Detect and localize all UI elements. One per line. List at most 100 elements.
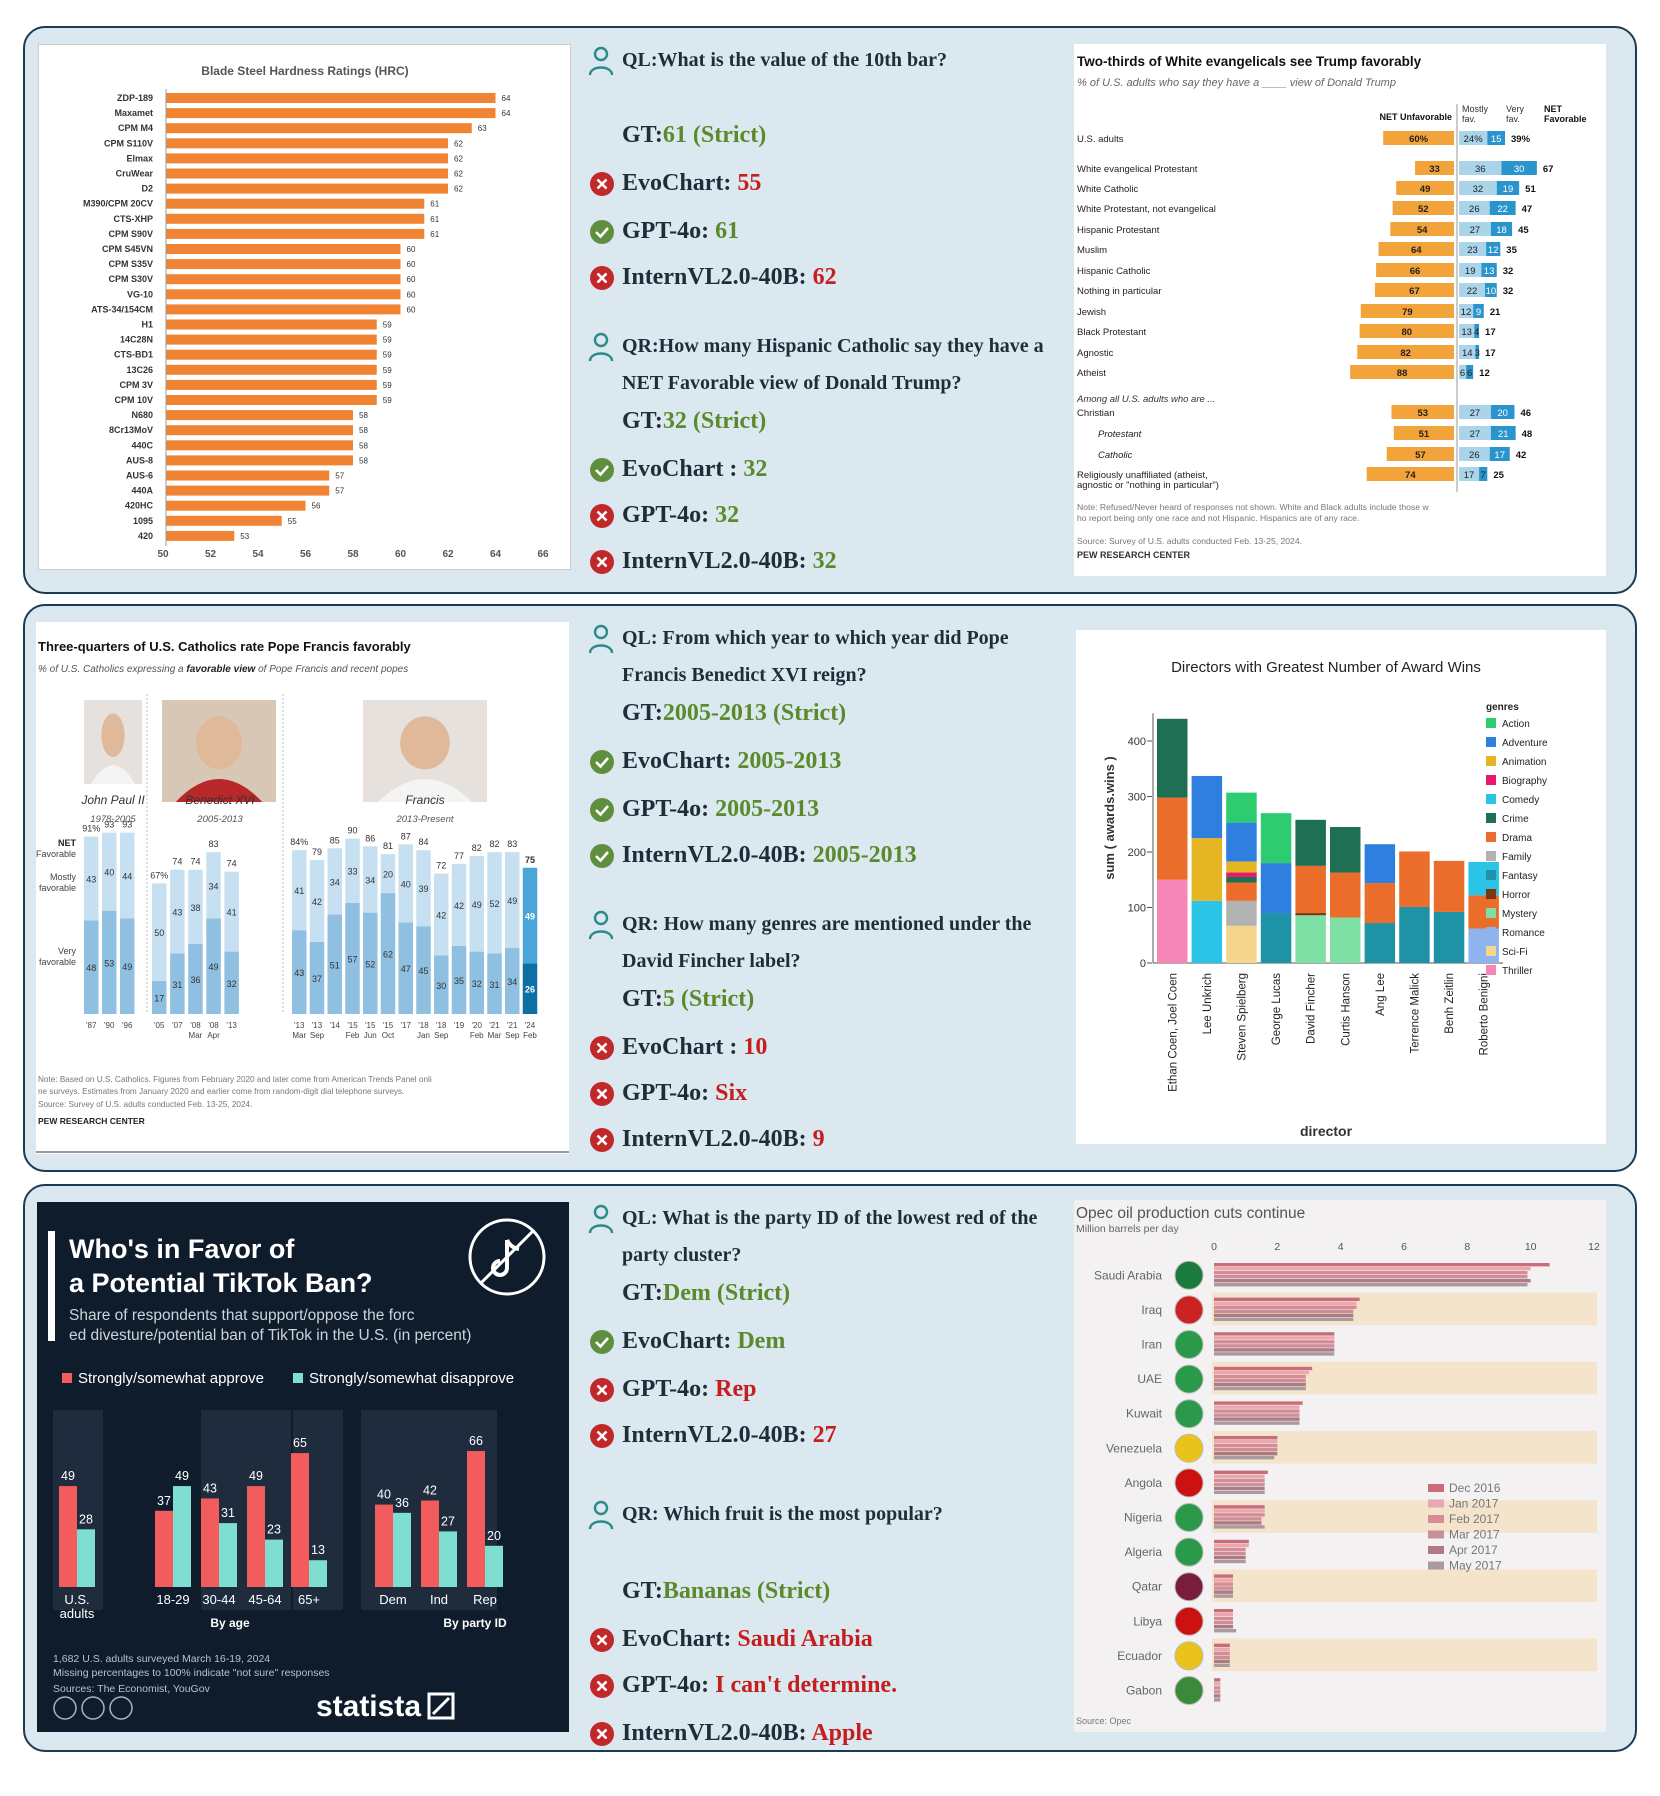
very-favorable-bar <box>84 920 99 1014</box>
bar <box>166 198 425 209</box>
production-bar <box>1214 1655 1230 1659</box>
bar <box>166 530 235 541</box>
bar-value-label: 64 <box>502 109 511 118</box>
production-bar <box>1214 1490 1265 1494</box>
category-label: AUS-8 <box>126 455 153 465</box>
cross-stroke <box>596 1680 608 1692</box>
very-favorable-label: 43 <box>294 968 304 978</box>
row-label: Christian <box>1077 408 1115 419</box>
model-name: InternVL2.0-40B <box>622 842 799 868</box>
production-bar <box>1214 1509 1265 1513</box>
ql-question-text: QL:What is the value of the 10th bar? <box>622 49 947 71</box>
statista-logo-icon <box>427 1692 455 1720</box>
gt-label: GT: <box>622 700 663 726</box>
model-colon: : <box>723 170 738 196</box>
row-band <box>1212 1500 1597 1533</box>
net-fav-label: 45 <box>1518 225 1529 236</box>
mostly-favorable-label: 41 <box>227 908 237 918</box>
production-bar <box>1214 1578 1233 1582</box>
cross-stroke <box>596 178 608 190</box>
legend-label: Action <box>1502 719 1530 730</box>
answer-row: InternVL2.0-40B: 2005-2013 <box>590 842 917 869</box>
country-label: Angola <box>1125 1476 1163 1490</box>
legend-label: Thriller <box>1502 966 1533 977</box>
net-fav-label: 25 <box>1493 470 1504 481</box>
very-fav-bar <box>1489 201 1516 215</box>
bar <box>166 395 377 405</box>
mostly-favorable-bar <box>102 832 117 911</box>
very-favorable-bar <box>309 941 325 1014</box>
production-bar <box>1214 1617 1233 1621</box>
x-tick-label: 58 <box>347 549 359 560</box>
model-answer: 2005-2013 <box>715 796 820 822</box>
qr-question: QR: Which fruit is the most popular? <box>588 1496 1068 1533</box>
country-flag-icon <box>1174 1537 1204 1567</box>
very-fav-label: 6 <box>1467 368 1472 379</box>
legend-swatch-disapprove <box>293 1373 303 1383</box>
mostly-favorable-label: 50 <box>154 928 164 938</box>
row-label: U.S. adults <box>1077 134 1124 145</box>
model-name: GPT-4o <box>622 1080 702 1106</box>
person-icon-head <box>593 332 609 348</box>
x-tick-label: Dem <box>379 1592 406 1607</box>
row-label: Catholic <box>1098 450 1133 461</box>
bar <box>166 138 448 149</box>
mostly-fav-bar <box>1459 283 1485 297</box>
country-flag-icon <box>1174 1503 1204 1532</box>
stack-segment <box>1260 813 1292 864</box>
very-favorable-label: 57 <box>347 954 357 964</box>
bar <box>166 93 496 103</box>
production-bar <box>1214 1686 1221 1690</box>
mostly-fav-bar <box>1459 345 1476 359</box>
disapprove-label: 49 <box>175 1469 189 1483</box>
stack-segment <box>1226 861 1257 873</box>
net-favorable-label: 87 <box>401 831 411 841</box>
x-tick-label: '08 <box>208 1021 219 1030</box>
very-fav-label: 21 <box>1498 429 1509 440</box>
stack-segment <box>1295 913 1326 916</box>
mostly-fav-label: 27 <box>1470 408 1481 419</box>
portrait-robe <box>90 765 136 784</box>
production-bar <box>1214 1301 1357 1305</box>
x-tick-sublabel: Feb <box>523 1031 537 1040</box>
legend-swatch <box>1486 794 1496 804</box>
very-favorable-bar <box>522 963 538 1014</box>
very-fav-bar <box>1489 447 1510 461</box>
net-favorable-label: 67% <box>150 870 168 880</box>
y-tick-label: 0 <box>1140 958 1146 970</box>
x-tick-label: 12 <box>1588 1241 1600 1253</box>
production-bar <box>1214 1643 1230 1647</box>
production-bar <box>1214 1405 1300 1409</box>
disapprove-bar <box>439 1531 457 1587</box>
person-icon-body <box>588 1520 614 1530</box>
unfavorable-label: 66 <box>1410 266 1421 277</box>
model-answer: 2005-2013 <box>737 748 842 774</box>
country-label: UAE <box>1137 1372 1162 1386</box>
category-label: 420 <box>138 531 153 541</box>
very-favorable-label: 62 <box>383 950 393 960</box>
cross-icon <box>590 1424 614 1448</box>
production-bar <box>1214 1352 1335 1356</box>
unfavorable-bar <box>1366 467 1454 481</box>
very-favorable-label: 36 <box>190 975 200 985</box>
very-favorable-bar <box>224 951 239 1014</box>
mostly-fav-label: 36 <box>1475 164 1486 175</box>
country-label: Libya <box>1133 1614 1162 1628</box>
production-bar <box>1214 1263 1550 1267</box>
bar-value-label: 58 <box>359 411 368 420</box>
gt-label: GT: <box>622 122 663 148</box>
production-bar <box>1214 1413 1300 1417</box>
net-favorable-label: 79 <box>312 847 322 857</box>
model-colon: : <box>729 1034 744 1060</box>
model-colon: : <box>798 1422 813 1448</box>
stack-segment <box>1191 775 1223 839</box>
approve-bar <box>201 1498 219 1587</box>
legend-label: Family <box>1502 852 1531 863</box>
x-tick-label: '13 <box>226 1021 237 1030</box>
bar <box>166 123 472 134</box>
x-tick-label: 50 <box>157 549 169 560</box>
mostly-favorable-label: 49 <box>525 912 535 922</box>
production-bar <box>1214 1448 1278 1452</box>
gt-value: 5 (Strict) <box>662 986 755 1012</box>
source-line: Source: Survey of U.S. adults conducted … <box>38 1100 252 1109</box>
